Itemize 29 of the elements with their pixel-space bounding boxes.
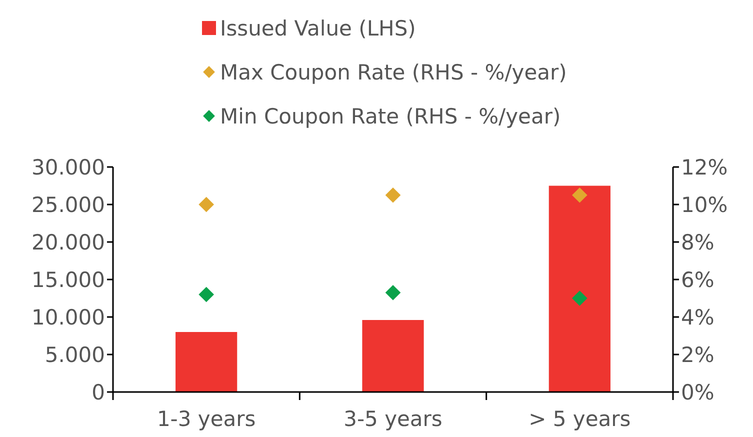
bar: [548, 186, 610, 392]
point: [198, 286, 214, 302]
y-tick-label: 15.000: [32, 268, 105, 292]
point: [572, 290, 588, 306]
y-tick-label: 0: [92, 380, 105, 404]
y-tick-label: 10.000: [32, 305, 105, 330]
legend-label: Min Coupon Rate (RHS - %/year): [220, 104, 561, 128]
point: [572, 187, 588, 203]
y-tick-label: 20.000: [32, 230, 105, 254]
y2-tick-label: 2%: [681, 342, 714, 367]
y2-tick-label: 0%: [681, 380, 714, 404]
legend-label: Max Coupon Rate (RHS - %/year): [220, 60, 567, 84]
y2-tick-label: 6%: [681, 268, 714, 292]
bar: [362, 320, 424, 392]
point: [198, 196, 214, 212]
y2-tick-label: 10%: [681, 192, 728, 217]
x-tick-label: > 5 years: [528, 407, 631, 431]
y2-tick-label: 8%: [681, 230, 714, 254]
bar: [176, 332, 238, 392]
y-tick-label: 5.000: [44, 342, 105, 367]
x-tick-label: 3-5 years: [344, 407, 442, 431]
y-tick-label: 25.000: [32, 192, 105, 217]
y2-tick-label: 4%: [681, 305, 714, 330]
point: [385, 187, 401, 203]
y-tick-label: 30.000: [32, 155, 105, 180]
point: [385, 284, 401, 300]
legend-label: Issued Value (LHS): [220, 16, 416, 40]
y2-tick-label: 12%: [681, 155, 728, 180]
x-tick-label: 1-3 years: [156, 407, 256, 431]
